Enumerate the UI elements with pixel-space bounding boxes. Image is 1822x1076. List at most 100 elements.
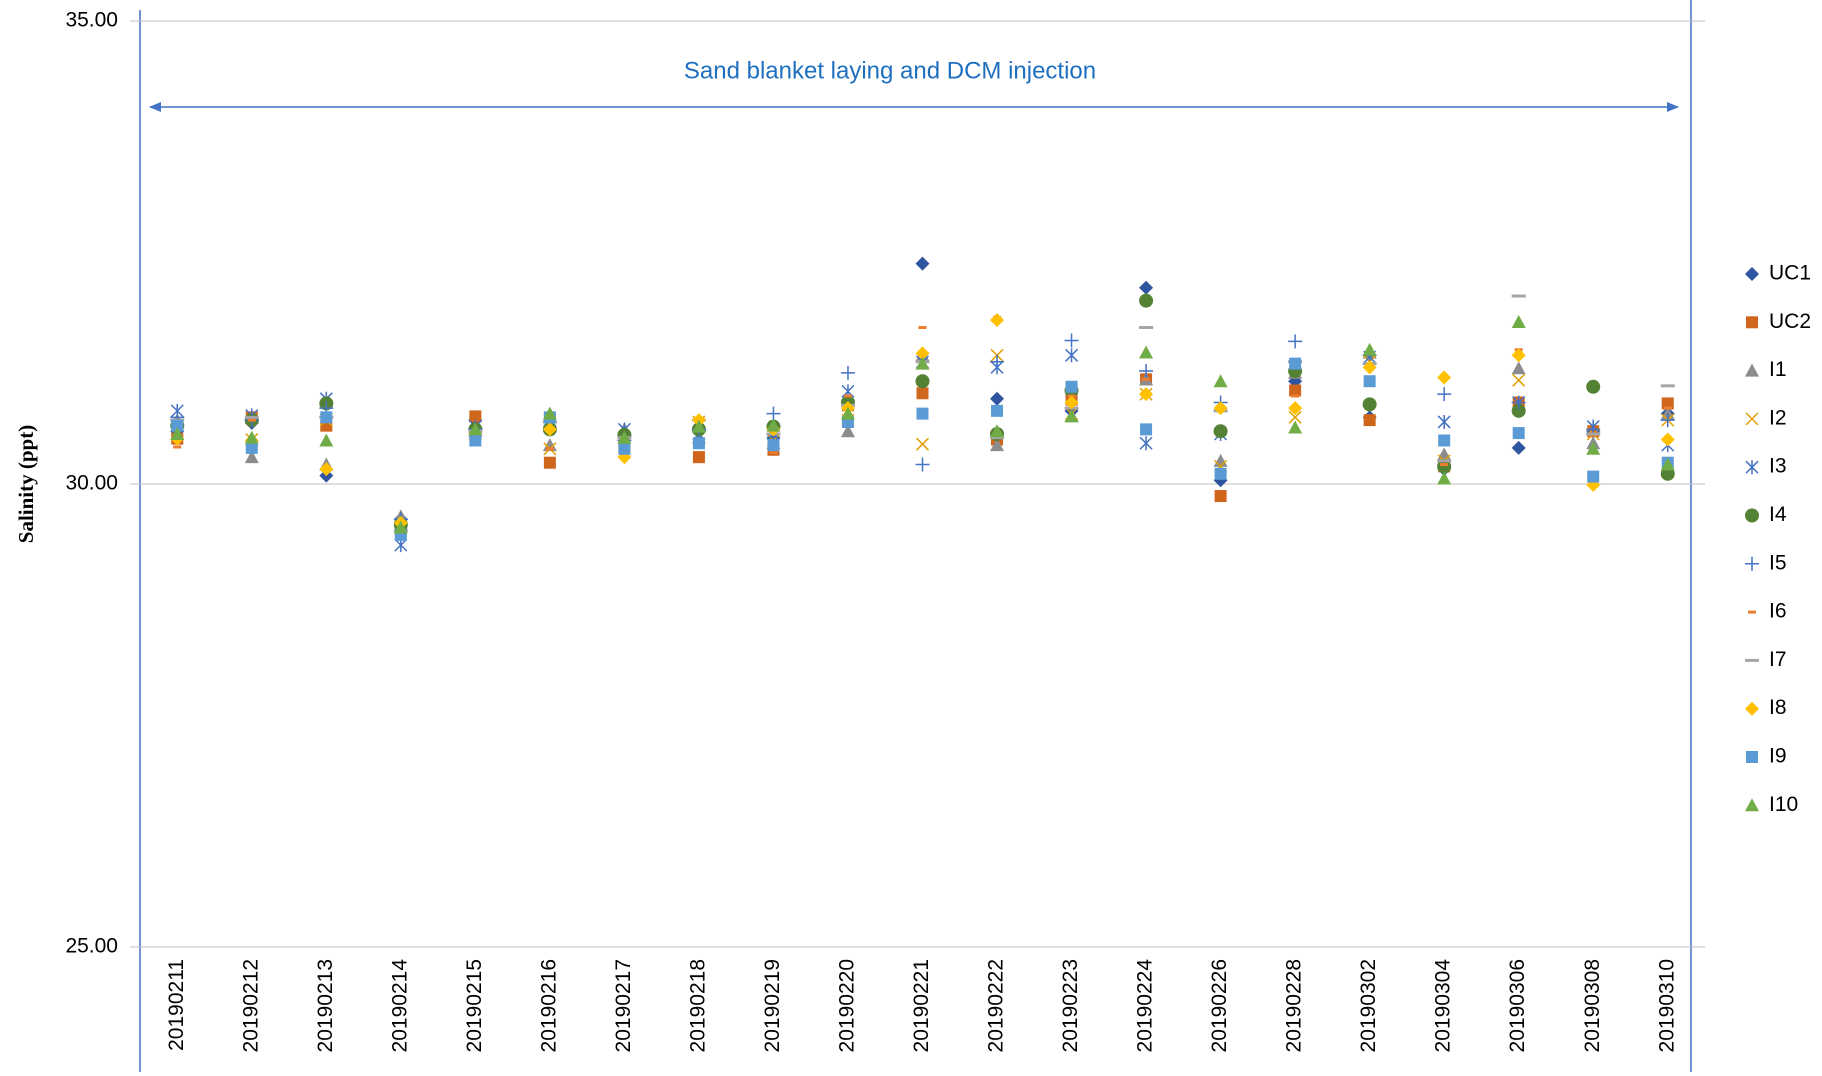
y-tick-label: 30.00 [65,472,118,495]
legend-marker [1745,363,1759,377]
marker-diamond [915,256,930,271]
marker-dash [1663,406,1672,410]
legend-label: I1 [1769,358,1787,381]
marker-square [171,419,184,432]
marker-square [1587,470,1600,483]
x-tick-label: 20190218 [686,959,709,1052]
marker-triangle [1586,441,1601,455]
legend-label: I4 [1769,503,1787,526]
marker-star [1139,436,1153,451]
legend-label: I7 [1769,648,1787,671]
marker-square [469,410,482,423]
x-tick-label: 20190216 [537,959,560,1052]
marker-square [916,407,929,420]
marker-triangle [1213,374,1228,388]
marker-circle [1362,397,1377,412]
marker-dash [247,418,256,422]
marker-plus [1288,334,1303,349]
marker-triangle [990,424,1005,438]
marker-star [1437,414,1451,429]
marker-triangle [840,406,855,420]
marker-square [469,434,482,447]
marker-circle [1437,459,1452,474]
marker-dash [769,451,778,455]
marker-square [1661,397,1674,410]
x-tick-label: 20190224 [1134,959,1157,1053]
marker-diamond [990,391,1005,406]
legend-marker [1746,751,1758,763]
x-tick-label: 20190219 [761,959,784,1052]
marker-x [1512,373,1526,387]
marker-circle [1511,403,1526,418]
marker-triangle [393,520,408,534]
legend-marker [1745,658,1759,662]
marker-diamond [1437,370,1452,385]
marker-dash [1291,394,1300,398]
legend-label: I6 [1769,600,1787,623]
marker-diamond [1511,348,1526,363]
marker-longdash [990,436,1005,440]
marker-square [543,456,556,469]
marker-square [1363,375,1376,388]
marker-diamond [1362,360,1377,375]
marker-diamond [1511,440,1526,455]
x-tick-label: 20190302 [1357,959,1380,1052]
marker-triangle [1064,409,1079,423]
legend-marker [1746,316,1758,329]
marker-square [991,404,1004,417]
x-tick-label: 20190215 [463,959,486,1052]
y-tick-label: 25.00 [65,935,118,958]
marker-circle [915,374,930,389]
marker-longdash [244,415,259,419]
marker-square [245,441,258,454]
marker-dash [1440,463,1449,467]
legend-label: I10 [1769,793,1798,816]
legend-marker [1745,556,1759,571]
x-tick-label: 20190212 [239,959,262,1052]
x-tick-label: 20190304 [1432,959,1455,1053]
legend-marker [1745,798,1759,812]
marker-longdash [1660,384,1675,388]
marker-diamond [319,462,334,477]
marker-plus [1139,364,1154,379]
marker-dash [918,326,927,330]
legend-label: I3 [1769,455,1787,478]
marker-longdash [1586,432,1601,436]
x-tick-label: 20190220 [836,959,859,1052]
marker-square [1214,490,1227,503]
marker-triangle [617,430,632,444]
marker-plus [1437,387,1452,402]
marker-triangle [244,430,259,444]
marker-triangle [1511,314,1526,328]
marker-longdash [1437,459,1452,463]
marker-triangle [1437,471,1452,485]
legend-marker [1745,460,1759,475]
marker-longdash [1511,294,1526,298]
marker-square [1289,357,1302,370]
marker-square [916,387,929,400]
marker-triangle [766,418,781,432]
x-tick-label: 20190217 [612,959,635,1052]
marker-plus [915,457,930,472]
marker-dash [173,445,182,449]
marker-triangle [170,426,185,440]
marker-square [618,442,631,455]
marker-triangle [1362,342,1377,356]
y-axis-label: Salinity (ppt) [14,425,38,543]
marker-diamond [542,422,557,437]
marker-square [692,437,705,450]
marker-diamond [1660,432,1675,447]
marker-square [767,439,780,452]
legend-label: UC1 [1769,262,1811,285]
annotation: Sand blanket laying and DCM injection [684,57,1096,84]
marker-square [692,451,705,464]
x-tick-label: 20190214 [388,959,411,1053]
marker-square [1363,414,1376,427]
marker-x [1288,410,1302,424]
legend-marker [1745,508,1759,523]
marker-triangle [1139,345,1154,359]
y-tick-label: 35.00 [65,9,118,32]
x-tick-label: 20190222 [985,959,1008,1052]
x-tick-label: 20190228 [1283,959,1306,1052]
marker-triangle [691,419,706,433]
